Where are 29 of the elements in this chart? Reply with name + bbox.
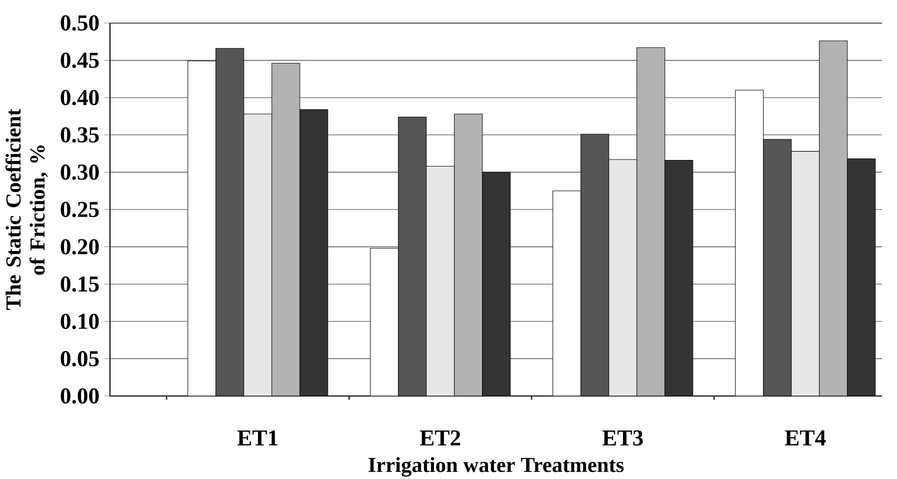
bar (636, 47, 666, 396)
bar (398, 116, 427, 396)
x-tick-label: ET4 (784, 430, 826, 446)
bar (819, 40, 848, 396)
y-tick-label: 0.10 (60, 314, 99, 330)
y-tick-label: 0.20 (60, 239, 99, 254)
x-tick-label: ET3 (602, 430, 643, 446)
y-tick-label: 0.25 (60, 202, 99, 218)
y-tick-label: 0.45 (60, 52, 99, 68)
y-axis-title: The Static Coefficient of Friction, % (5, 108, 48, 310)
bar (244, 114, 272, 396)
y-tick-label: 0.40 (60, 90, 99, 106)
bar (608, 159, 638, 396)
y-tick-label: 0.05 (60, 351, 99, 366)
x-tick-label: ET2 (420, 430, 460, 446)
y-tick-label: 0.30 (60, 164, 99, 180)
bar (426, 166, 455, 396)
x-axis-title: Irrigation water Treatments (368, 457, 624, 477)
y-tick-label: 0.35 (60, 127, 99, 143)
bar (272, 63, 300, 396)
bar (580, 134, 610, 396)
y-tick-label: 0.15 (60, 276, 99, 292)
bar (763, 139, 792, 396)
y-tick-label: 0.00 (60, 388, 99, 404)
bar (216, 48, 244, 396)
bar (791, 151, 820, 396)
x-tick-label: ET1 (237, 430, 278, 446)
y-tick-label: 0.50 (60, 15, 99, 31)
bar (454, 114, 483, 396)
